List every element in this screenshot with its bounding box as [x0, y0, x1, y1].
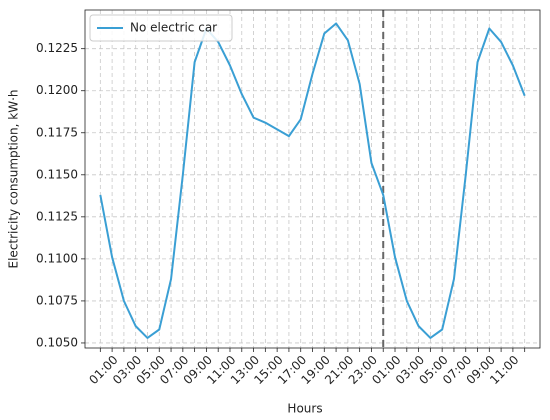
y-tick-label: 0.1175 — [36, 125, 78, 139]
legend-label: No electric car — [130, 21, 217, 35]
y-tick-label: 0.1050 — [36, 335, 78, 349]
data-line — [99, 22, 526, 339]
y-tick-label: 0.1200 — [36, 83, 78, 97]
y-tick-label: 0.1075 — [36, 293, 78, 307]
y-tick-label: 0.1100 — [36, 251, 78, 265]
y-tick-label: 0.1150 — [36, 167, 78, 181]
y-axis-label: Electricity consumption, kW·h — [7, 90, 21, 269]
y-tick-label: 0.1125 — [36, 209, 78, 223]
plot-frame — [84, 9, 541, 349]
x-axis-label: Hours — [287, 402, 322, 416]
legend: No electric car — [89, 14, 233, 42]
legend-box — [89, 14, 233, 42]
y-tick-label: 0.1225 — [36, 41, 78, 55]
